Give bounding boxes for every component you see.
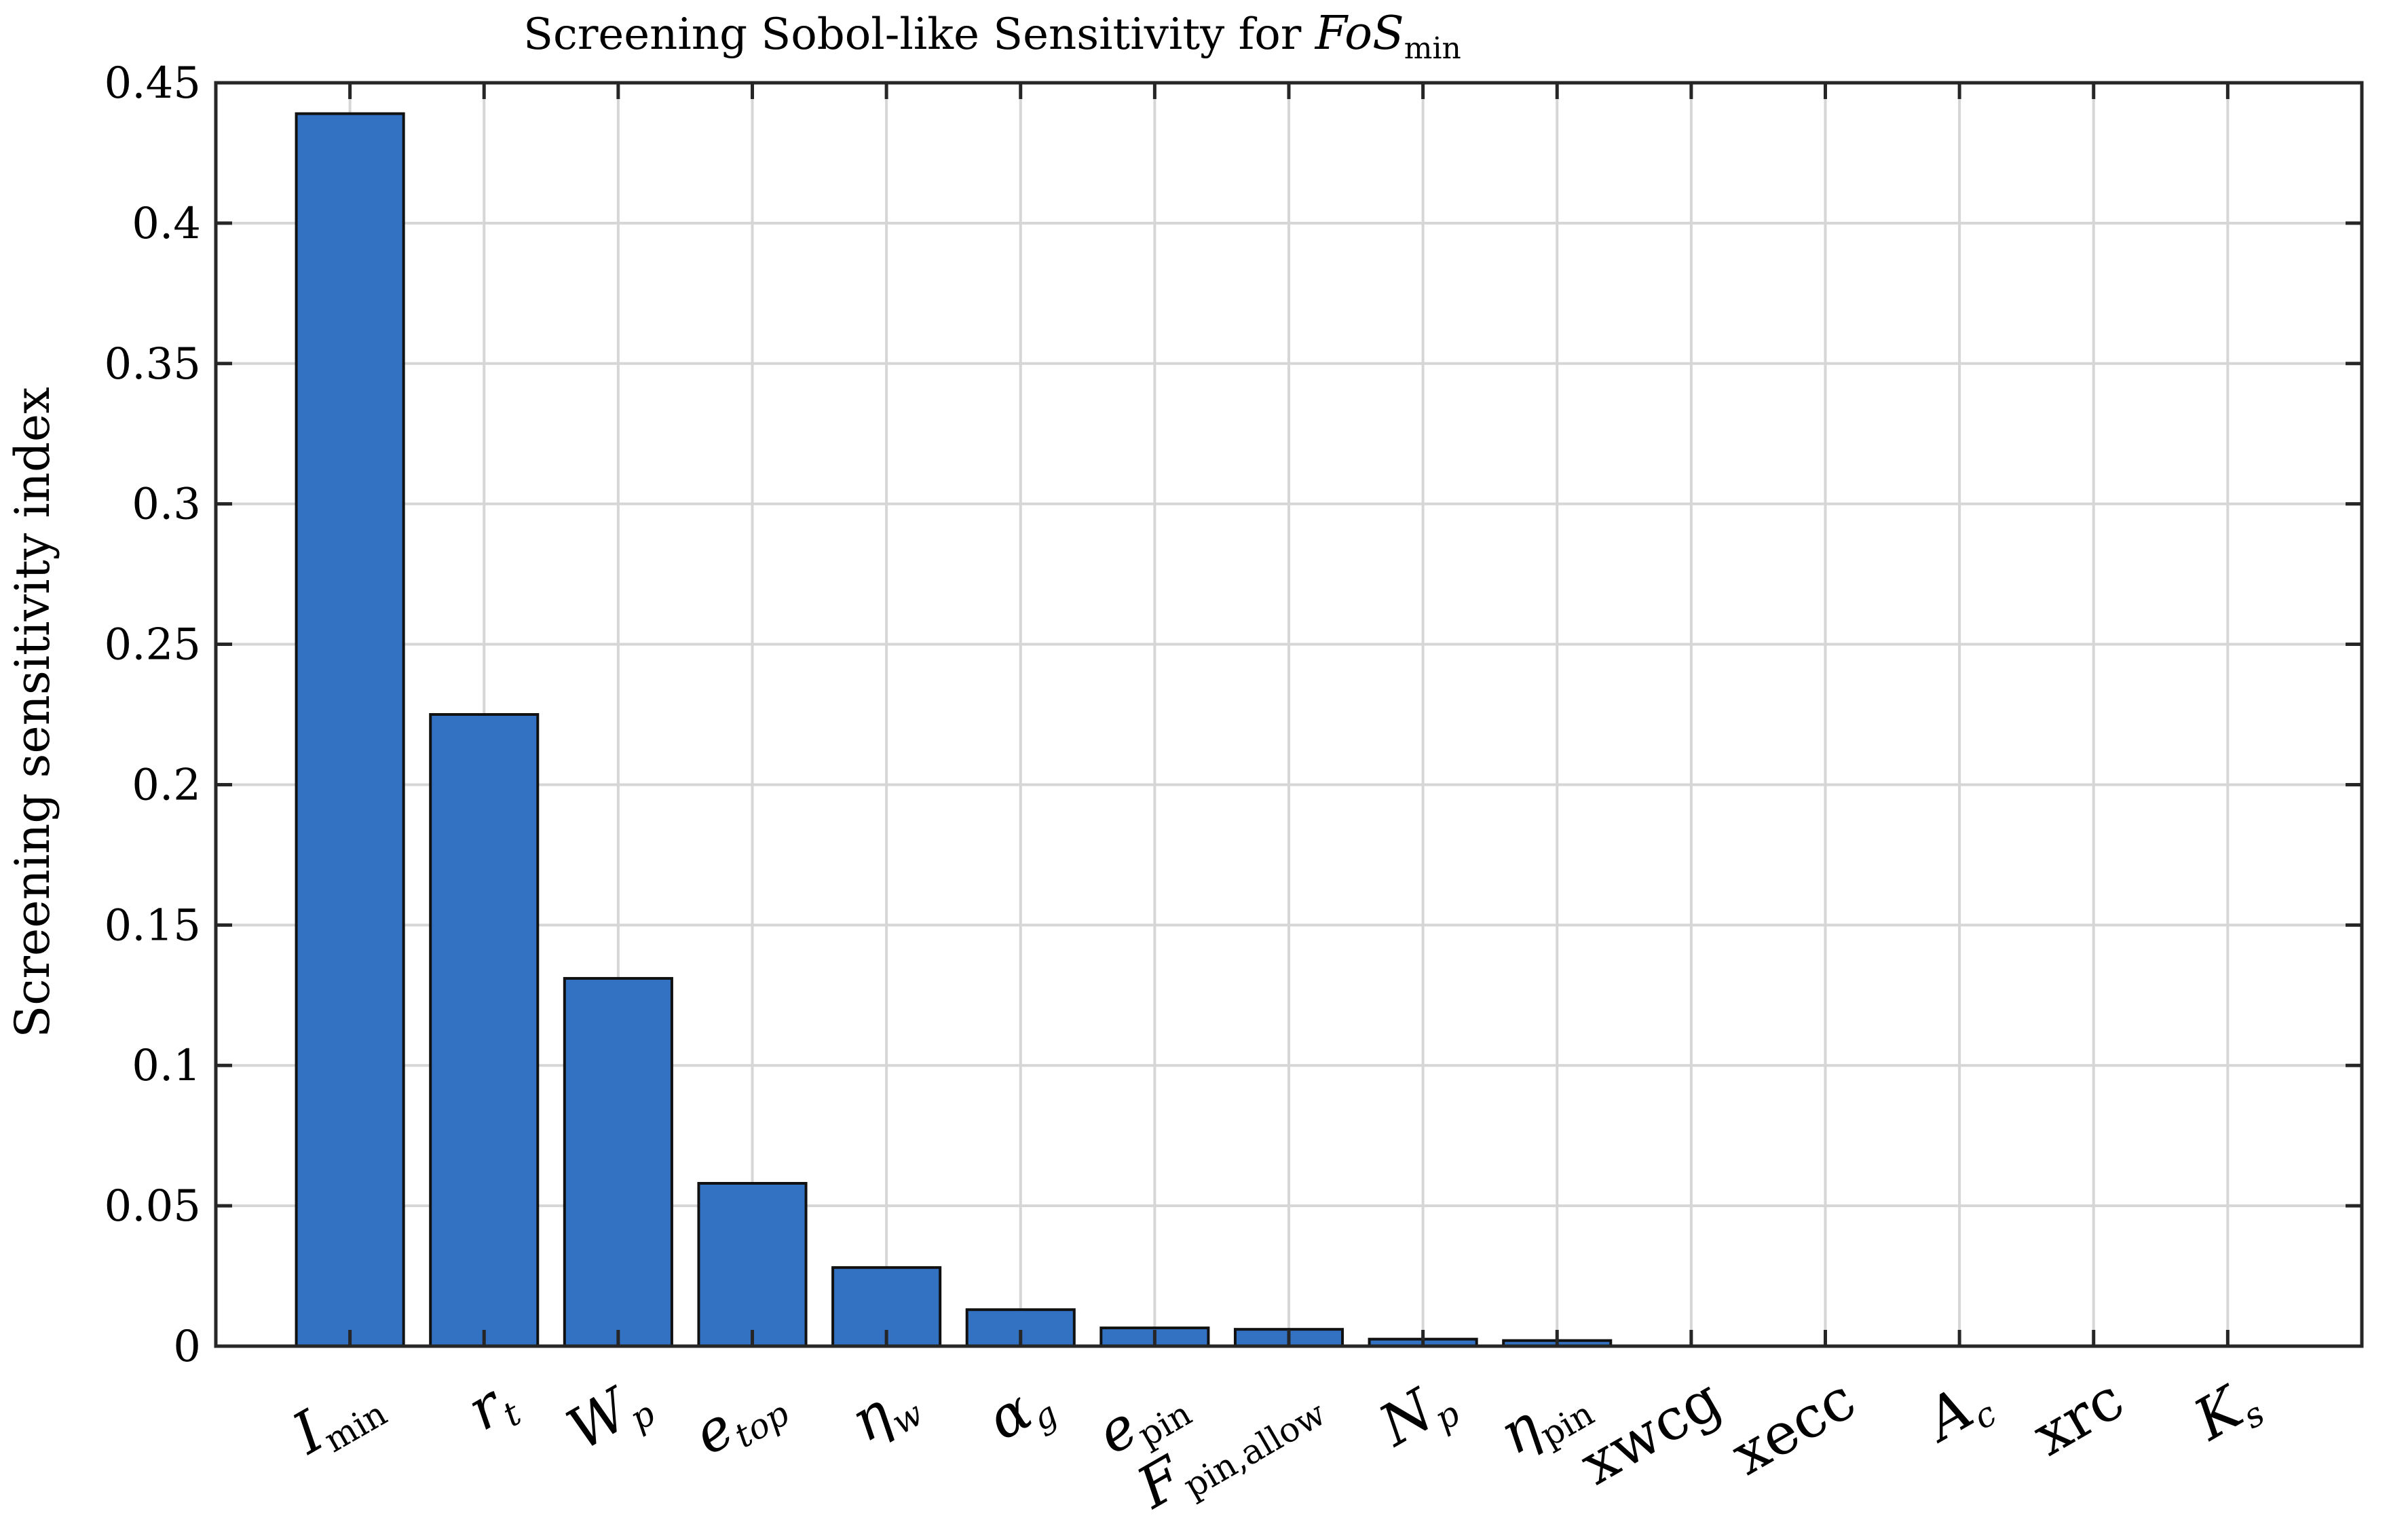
y-tick-label: 0.4 [132, 199, 201, 249]
y-tick-label: 0.05 [105, 1181, 202, 1231]
y-tick-labels: 0 0.05 0.1 0.15 0.2 0.25 0.3 0.35 0.4 0.45 [105, 58, 202, 1372]
y-tick-label: 0.15 [105, 900, 202, 951]
x-tick-label: rt [456, 1365, 528, 1448]
y-tick-label: 0.25 [105, 620, 202, 670]
chart-title: Screening Sobol-like Sensitivity for FoS… [523, 7, 1461, 66]
x-tick-label-base: A [1911, 1375, 1984, 1455]
bar [563, 976, 673, 1348]
y-tick-label: 0.1 [132, 1041, 201, 1091]
bar [295, 112, 405, 1348]
chart-title-prefix: Screening Sobol-like Sensitivity for [523, 9, 1315, 60]
x-tick-label: Np [1368, 1365, 1467, 1464]
bars [295, 112, 1613, 1348]
axis-ticks [216, 81, 2362, 1348]
x-tick-label: xrc [2022, 1365, 2134, 1468]
x-tick-label: αg [976, 1365, 1064, 1457]
y-tick-label: 0.35 [105, 339, 202, 389]
x-tick-label-base: xrc [2022, 1365, 2134, 1468]
x-tick-label-base: xecc [1720, 1365, 1866, 1487]
x-tick-label: Ac [1911, 1365, 2003, 1460]
bar [697, 1182, 808, 1348]
y-axis-label: Screening sensitivity index [5, 387, 60, 1037]
x-tick-label: xecc [1720, 1365, 1866, 1487]
bar [429, 713, 540, 1348]
x-tick-label-base: xwcg [1569, 1365, 1732, 1497]
x-tick-label: etop [682, 1365, 795, 1472]
x-tick-label-base: N [1368, 1375, 1447, 1459]
x-tick-label: xwcg [1569, 1365, 1732, 1497]
chart-title-math-sub: min [1404, 31, 1461, 66]
y-tick-label: 0.3 [132, 480, 201, 530]
x-tick-label: Fpin,allow [1125, 1365, 1332, 1526]
chart-title-math-base: FoS [1314, 7, 1404, 60]
x-tick-label: Imin [280, 1365, 393, 1472]
grid-lines [216, 83, 2362, 1346]
y-tick-label: 0 [173, 1322, 201, 1372]
x-tick-label: ηw [839, 1365, 930, 1459]
y-tick-label: 0.45 [105, 58, 202, 109]
y-tick-label: 0.2 [132, 760, 201, 810]
x-tick-label-sub: pin,allow [1177, 1394, 1332, 1506]
x-tick-label: Ks [2182, 1365, 2271, 1458]
x-tick-label: Wp [556, 1365, 662, 1468]
